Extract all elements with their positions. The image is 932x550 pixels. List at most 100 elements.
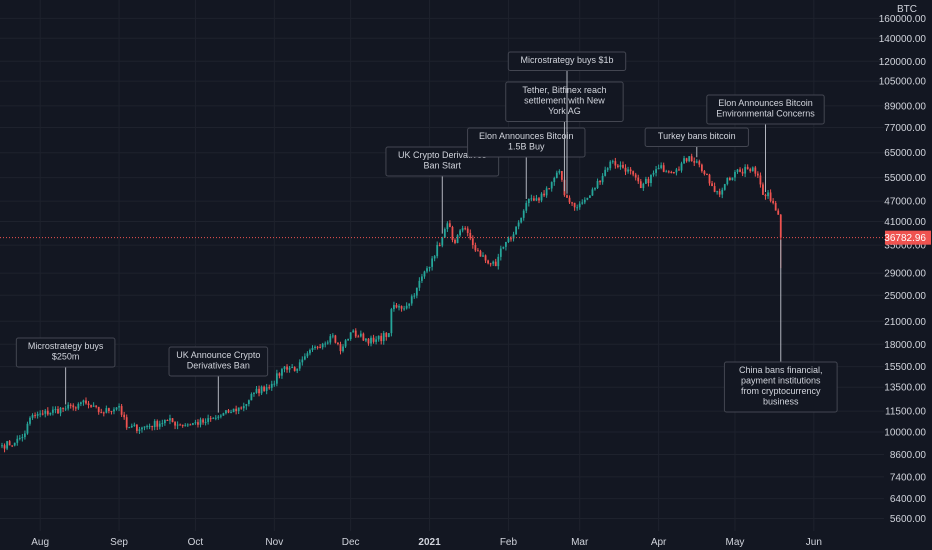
annotation-text: business <box>763 397 799 407</box>
candle <box>713 182 716 193</box>
candle-body <box>306 353 309 357</box>
candle-body <box>545 188 548 196</box>
candle-body <box>372 337 375 342</box>
candle-body <box>31 415 34 418</box>
candle-body <box>441 237 444 246</box>
candle <box>235 405 238 415</box>
time-tick-label: Mar <box>571 537 589 548</box>
price-tick-label: 120000.00 <box>879 57 927 68</box>
candle-body <box>1 445 3 447</box>
candle <box>79 401 82 407</box>
annotation[interactable]: China bans financial,payment institution… <box>723 239 838 413</box>
price-tick-label: 25000.00 <box>884 291 926 302</box>
candle <box>278 372 281 379</box>
candle <box>143 426 146 431</box>
candle <box>433 255 436 262</box>
candle <box>352 329 355 333</box>
time-tick-label: Feb <box>500 537 518 548</box>
candle-body <box>499 248 502 257</box>
candle <box>100 408 103 414</box>
candle <box>515 226 517 235</box>
candle-body <box>678 169 680 171</box>
candle-body <box>629 169 632 172</box>
candle <box>258 385 260 397</box>
candle-body <box>553 177 556 183</box>
candle-body <box>616 165 619 168</box>
annotation-text: Microstrategy buys <box>28 341 104 351</box>
annotation-text: China bans financial, <box>739 365 823 375</box>
candle-body <box>194 422 197 424</box>
candle <box>588 195 591 199</box>
candle-body <box>573 202 576 208</box>
candle <box>601 173 604 185</box>
candle <box>105 405 108 414</box>
price-tick-label: 35000.00 <box>884 241 926 252</box>
candle-body <box>550 182 553 189</box>
candle-body <box>153 421 156 428</box>
candle <box>199 417 202 428</box>
candle <box>385 331 388 341</box>
annotation[interactable]: Microstrategy buys $1b <box>507 51 627 194</box>
candle-body <box>739 169 741 172</box>
candle <box>464 226 467 231</box>
candle-body <box>451 226 454 240</box>
candle <box>349 332 352 341</box>
time-tick-label: Sep <box>110 537 128 548</box>
candle-body <box>489 263 492 265</box>
price-axis[interactable]: BTC 190000.00160000.00140000.00120000.00… <box>879 0 932 550</box>
candle <box>95 405 98 409</box>
candle-body <box>494 261 497 267</box>
candle <box>85 397 87 405</box>
candle <box>749 167 752 173</box>
candle <box>263 385 266 392</box>
candle <box>672 171 675 174</box>
candle-body <box>728 177 731 181</box>
annotation[interactable]: Turkey bans bitcoin <box>644 127 749 158</box>
candle <box>156 419 159 430</box>
candle-body <box>102 412 105 414</box>
candle <box>102 411 105 417</box>
candle-body <box>685 158 688 162</box>
candle-body <box>377 335 380 340</box>
candle <box>744 164 747 178</box>
time-axis[interactable]: Aug Sep Oct Nov Dec 2021 Feb Mar Apr May Jun <box>0 531 884 550</box>
candle <box>650 174 652 187</box>
candle <box>163 419 166 426</box>
candle <box>1 442 3 449</box>
candle <box>26 421 29 435</box>
candle-body <box>387 333 390 337</box>
time-tick-label: Nov <box>265 537 283 548</box>
candle-body <box>342 346 344 352</box>
candle <box>202 418 204 425</box>
candle <box>471 235 474 249</box>
candle <box>166 419 169 422</box>
candle <box>545 186 548 198</box>
candle <box>128 426 131 429</box>
candle-body <box>171 418 174 423</box>
candle-body <box>662 165 665 172</box>
candle-body <box>393 305 395 310</box>
candle <box>767 190 769 199</box>
candle <box>558 169 561 175</box>
candle-body <box>779 214 782 238</box>
candle <box>538 196 540 204</box>
candle-body <box>708 174 711 184</box>
candle-body <box>530 198 533 200</box>
candle <box>72 403 75 411</box>
candle-body <box>578 203 581 208</box>
annotation-box <box>706 94 825 125</box>
candle-body <box>428 266 431 269</box>
candle <box>113 407 115 415</box>
candle-body <box>675 169 678 173</box>
candle <box>334 334 337 344</box>
candle-body <box>446 223 449 230</box>
annotation[interactable]: Microstrategy buys$250m <box>15 337 116 405</box>
candle <box>181 424 184 428</box>
candle-body <box>367 338 370 344</box>
